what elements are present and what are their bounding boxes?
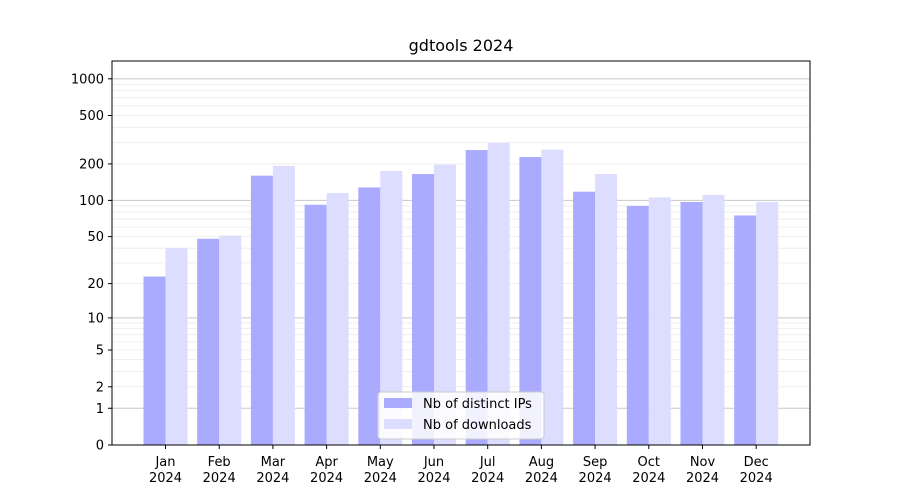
x-tick-label-year: 2024 bbox=[686, 471, 719, 486]
x-tick-label-month: Feb bbox=[208, 455, 231, 470]
legend: Nb of distinct IPs Nb of downloads bbox=[377, 391, 545, 440]
x-tick-label-month: Jun bbox=[423, 455, 444, 470]
bar-ips bbox=[519, 156, 542, 446]
x-tick-label-month: Apr bbox=[315, 455, 338, 470]
x-tick-label-year: 2024 bbox=[579, 471, 612, 486]
bar-ips bbox=[680, 201, 703, 445]
bar-ips bbox=[143, 276, 166, 445]
bar-downloads bbox=[702, 194, 725, 445]
bar-ips bbox=[358, 187, 381, 446]
bars bbox=[143, 142, 779, 446]
x-tick-label-month: Jul bbox=[479, 455, 496, 470]
bar-downloads bbox=[380, 170, 403, 446]
legend-label: Nb of distinct IPs bbox=[423, 397, 532, 412]
x-tick-label-year: 2024 bbox=[310, 471, 343, 486]
bar-downloads bbox=[434, 164, 456, 446]
x-tick-label-month: Sep bbox=[583, 455, 608, 470]
x-tick-label-month: May bbox=[367, 455, 394, 470]
y-tick-label: 1000 bbox=[71, 72, 104, 87]
bar-downloads bbox=[648, 197, 671, 445]
bar-ips bbox=[734, 215, 757, 445]
bar-ips bbox=[465, 150, 488, 445]
bar-downloads bbox=[165, 248, 188, 445]
y-axis: 0 1 2 5 10 20 50 100 200 500 1000 bbox=[71, 72, 112, 454]
x-tick-label-year: 2024 bbox=[364, 471, 397, 486]
y-tick-label: 200 bbox=[79, 157, 104, 172]
y-tick-label: 20 bbox=[87, 277, 104, 292]
x-tick-label-year: 2024 bbox=[740, 471, 773, 486]
x-tick-label-year: 2024 bbox=[417, 471, 450, 486]
y-tick-label: 500 bbox=[79, 109, 104, 124]
bar-downloads bbox=[272, 165, 295, 446]
bar-ips bbox=[197, 238, 220, 445]
x-tick-label-year: 2024 bbox=[471, 471, 504, 486]
x-tick-label-year: 2024 bbox=[203, 471, 236, 486]
bar-ips bbox=[412, 174, 434, 445]
x-tick-label-month: Nov bbox=[690, 455, 716, 470]
bar-downloads bbox=[595, 174, 618, 445]
y-tick-label: 100 bbox=[79, 194, 104, 209]
legend-box bbox=[377, 391, 545, 440]
x-tick-label-month: Dec bbox=[744, 455, 769, 470]
plot-frame bbox=[111, 60, 811, 446]
legend-swatch bbox=[384, 419, 412, 429]
x-tick-label-year: 2024 bbox=[525, 471, 558, 486]
bar-downloads bbox=[487, 142, 510, 445]
bar-ips bbox=[573, 191, 596, 445]
x-axis: Jan2024Feb2024Mar2024Apr2024May2024Jun20… bbox=[149, 445, 773, 486]
x-tick-label-year: 2024 bbox=[149, 471, 182, 486]
y-tick-label: 2 bbox=[96, 380, 104, 395]
legend-label: Nb of downloads bbox=[423, 418, 532, 433]
chart-title: gdtools 2024 bbox=[409, 36, 514, 55]
bar-ips bbox=[304, 204, 327, 445]
y-tick-label: 1 bbox=[96, 402, 104, 417]
bar-downloads bbox=[541, 149, 564, 445]
x-tick-label-year: 2024 bbox=[632, 471, 665, 486]
bar-ips bbox=[626, 205, 649, 445]
bar-downloads bbox=[326, 193, 349, 445]
y-tick-label: 50 bbox=[87, 230, 104, 245]
y-tick-label: 0 bbox=[96, 439, 104, 454]
x-tick-label-month: Mar bbox=[261, 455, 286, 470]
x-tick-label-year: 2024 bbox=[256, 471, 289, 486]
bar-downloads bbox=[756, 201, 779, 445]
bar-downloads bbox=[219, 235, 242, 445]
y-tick-label: 10 bbox=[87, 311, 104, 326]
x-tick-label-month: Oct bbox=[638, 455, 660, 470]
y-tick-label: 5 bbox=[96, 344, 104, 359]
bar-ips bbox=[250, 175, 273, 445]
x-tick-label-month: Aug bbox=[529, 455, 554, 470]
legend-swatch bbox=[384, 398, 412, 408]
x-tick-label-month: Jan bbox=[154, 455, 175, 470]
